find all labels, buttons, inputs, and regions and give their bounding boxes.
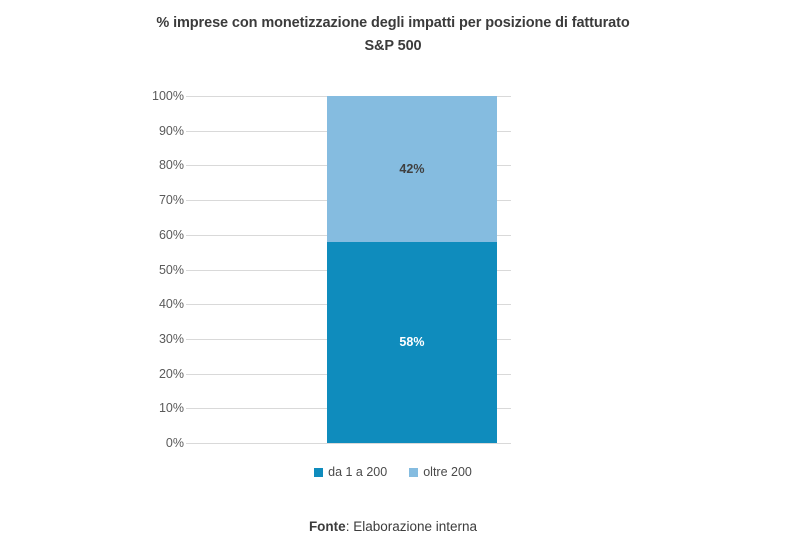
- bar-segment-label-oltre-200: 42%: [399, 161, 425, 176]
- y-axis-tick-label: 90%: [158, 123, 184, 138]
- y-axis-tick: [186, 96, 196, 97]
- y-axis-tick-label: 0%: [165, 436, 184, 450]
- legend-item-oltre-200[interactable]: oltre 200: [409, 465, 472, 479]
- y-axis-ticks: [186, 96, 196, 444]
- legend-swatch-icon: [409, 467, 419, 477]
- y-axis-tick-label: 100%: [152, 89, 184, 103]
- legend-swatch-icon: [314, 467, 324, 477]
- bar-segment-label-da-1-a-200: 58%: [399, 335, 425, 350]
- chart-title-line-2: S&P 500: [364, 38, 422, 54]
- stacked-bar[interactable]: 42% 58%: [327, 96, 497, 443]
- chart-title-line-1: % imprese con monetizzazione degli impat…: [156, 15, 630, 31]
- y-axis-tick-label: 70%: [158, 193, 184, 208]
- legend-label: da 1 a 200: [328, 465, 388, 479]
- y-axis-tick-label: 20%: [158, 366, 184, 381]
- y-axis-tick: [186, 338, 196, 340]
- y-axis-tick: [186, 373, 196, 375]
- bar-segment-oltre-200[interactable]: 42%: [327, 96, 497, 242]
- y-axis-tick: [186, 304, 196, 306]
- y-axis-tick-label: 30%: [158, 331, 184, 346]
- y-axis-labels: 100% 90% 80% 70% 60% 50% 40% 30% 20% 10%…: [96, 89, 184, 450]
- y-axis-tick-label: 10%: [158, 401, 184, 416]
- bar-segment-da-1-a-200[interactable]: 58%: [327, 241, 497, 443]
- source-separator: :: [345, 519, 354, 534]
- legend-item-da-1-a-200[interactable]: da 1 a 200: [314, 465, 387, 479]
- y-axis-tick-label: 80%: [158, 158, 184, 173]
- source-value: Elaborazione interna: [353, 519, 478, 534]
- y-axis-tick: [186, 408, 196, 410]
- legend-label: oltre 200: [423, 465, 472, 479]
- y-axis-tick: [186, 234, 196, 236]
- y-axis-tick: [186, 165, 196, 167]
- source-label: Fonte: [308, 519, 346, 534]
- y-axis-tick: [186, 443, 196, 444]
- chart-title: % imprese con monetizzazione degli impat…: [0, 12, 786, 58]
- chart-legend: da 1 a 200 oltre 200: [0, 465, 786, 479]
- plot-area: 42% 58%: [186, 96, 511, 444]
- y-axis-tick-label: 50%: [158, 262, 184, 277]
- y-axis-tick: [186, 200, 196, 202]
- y-axis-tick: [186, 130, 196, 132]
- y-axis-tick-label: 60%: [158, 227, 184, 242]
- y-axis-tick-label: 40%: [158, 297, 184, 312]
- y-axis-tick: [186, 269, 196, 271]
- source-note: Fonte: Elaborazione interna: [0, 519, 786, 534]
- gridline: [196, 443, 511, 444]
